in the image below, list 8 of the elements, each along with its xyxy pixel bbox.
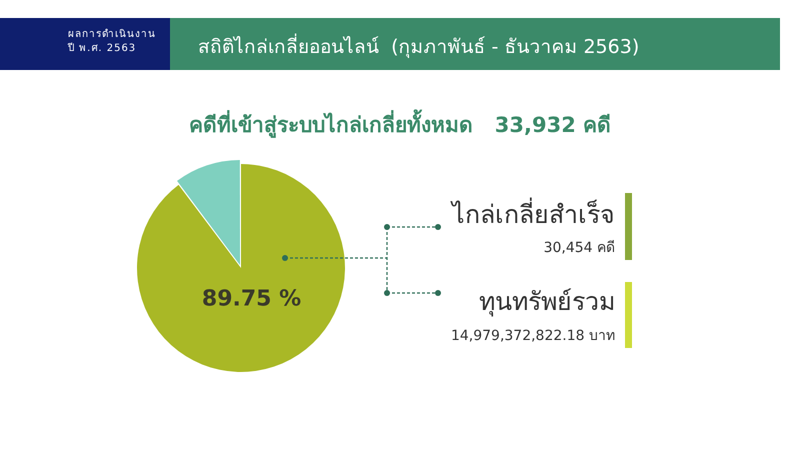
data-label: 89.75 % — [202, 286, 302, 312]
text: สถิติไกล่เกลี่ยออนไลน์ (กุมภาพันธ์ - ธันวาคม 2563) — [198, 32, 640, 60]
text: 30,454 คดี — [544, 239, 615, 258]
text: ผลการดำเนินงาน ปี พ.ศ. 2563 — [68, 28, 156, 56]
text: คดีที่เข้าสู่ระบบไกล่เกลี่ยทั้งหมด 33,932 คดี — [188, 108, 612, 140]
text: ทุนทรัพย์รวม — [479, 286, 615, 318]
text: ไกล่เกลี่ยสำเร็จ — [452, 196, 615, 231]
text: 14,979,372,822.18 บาท — [450, 327, 615, 346]
